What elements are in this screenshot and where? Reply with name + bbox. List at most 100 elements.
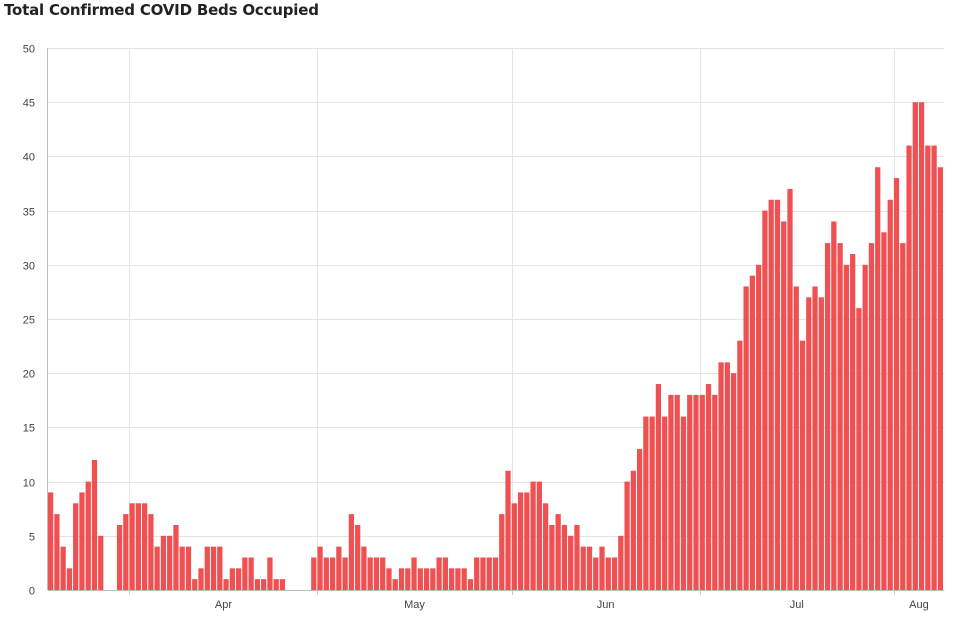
bar	[787, 188, 793, 591]
y-tick-label: 45	[23, 98, 35, 110]
bar	[875, 167, 881, 591]
bar	[756, 264, 762, 590]
bar	[398, 568, 405, 590]
bar	[662, 416, 668, 590]
bar	[405, 568, 411, 590]
bar	[680, 416, 687, 590]
bar	[185, 546, 192, 590]
bar	[555, 514, 561, 590]
bar	[317, 546, 323, 590]
y-tick-label: 35	[23, 207, 35, 219]
bar	[248, 557, 254, 590]
bar	[768, 199, 774, 590]
bar	[492, 557, 499, 590]
bar	[123, 514, 129, 590]
bar	[192, 579, 198, 590]
bar	[141, 503, 148, 590]
bar	[881, 232, 887, 590]
axes: 0 5 10 15 20 25 30 35 40 45 50 Apr May Jun Jul Aug	[23, 44, 944, 611]
bar	[831, 221, 837, 590]
bar	[116, 524, 123, 590]
bar	[386, 568, 392, 590]
bar	[524, 492, 530, 590]
bar	[586, 546, 593, 590]
bar	[179, 546, 185, 590]
bar	[893, 178, 900, 590]
bar	[630, 470, 636, 590]
bar	[580, 546, 586, 590]
x-tick-label: Aug	[909, 599, 929, 611]
bar	[323, 557, 329, 590]
y-tick-label: 40	[23, 152, 35, 164]
x-tick-label: Jun	[597, 599, 615, 611]
bar	[887, 199, 893, 590]
bar	[499, 514, 505, 590]
bar	[931, 145, 937, 590]
y-tick-label: 10	[23, 478, 35, 490]
bar	[210, 546, 217, 590]
bar	[517, 492, 524, 590]
bar	[624, 481, 630, 590]
bar	[906, 145, 912, 590]
bar	[724, 362, 730, 590]
bar	[54, 514, 60, 590]
bar	[850, 253, 856, 590]
bar	[605, 557, 611, 590]
bar	[774, 199, 781, 590]
bar	[636, 449, 643, 590]
bar	[135, 503, 141, 590]
bar	[599, 546, 605, 590]
bar	[373, 557, 380, 590]
bar	[85, 481, 91, 590]
bar	[862, 264, 868, 590]
bar	[837, 243, 843, 590]
bar	[918, 102, 925, 590]
bars	[48, 102, 943, 591]
bar	[229, 568, 235, 590]
y-tick-label: 15	[23, 423, 35, 435]
bar	[749, 275, 756, 590]
bar	[98, 535, 104, 590]
bar	[536, 481, 542, 590]
bar	[198, 568, 204, 590]
bar	[668, 394, 674, 590]
bar	[618, 535, 624, 590]
bar	[336, 546, 342, 590]
bar	[549, 524, 555, 590]
bar	[486, 557, 492, 590]
bar	[461, 568, 467, 590]
bar	[311, 557, 317, 590]
bar	[392, 579, 398, 590]
bar	[380, 557, 386, 590]
bar	[160, 535, 167, 590]
bar	[355, 524, 361, 590]
bar	[66, 568, 73, 590]
bar	[467, 579, 474, 590]
y-tick-label: 5	[29, 532, 35, 544]
y-tick-label: 50	[23, 44, 35, 56]
bar	[693, 394, 699, 590]
bar	[60, 546, 66, 590]
bar	[856, 308, 862, 590]
bar	[762, 210, 768, 590]
bar	[561, 524, 568, 590]
bar	[73, 503, 79, 590]
bar	[436, 557, 442, 590]
y-tick-label: 25	[23, 315, 35, 327]
bar	[643, 416, 649, 590]
bar	[267, 557, 273, 590]
bar	[455, 568, 461, 590]
bar	[173, 524, 179, 590]
bar	[254, 579, 261, 590]
bar	[781, 221, 787, 590]
bar	[48, 492, 54, 590]
bar	[367, 557, 373, 590]
bar	[712, 394, 718, 590]
bar	[442, 557, 449, 590]
bar	[342, 557, 348, 590]
bar	[793, 286, 799, 590]
x-tick-label: May	[404, 599, 425, 611]
bar	[129, 503, 135, 590]
bar	[511, 503, 517, 590]
y-tick-label: 0	[29, 586, 35, 598]
